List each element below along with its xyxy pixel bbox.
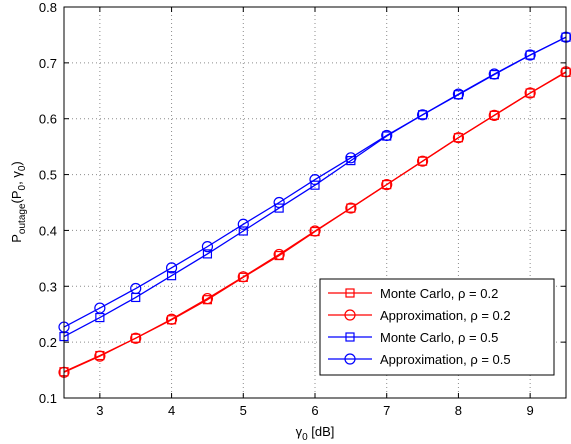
data-point-circle — [130, 332, 142, 344]
data-point-square — [525, 50, 535, 60]
legend-marker-square — [345, 288, 355, 298]
y-tick-label: 0.4 — [39, 223, 57, 238]
data-point-circle — [165, 313, 178, 325]
x-tick-label: 7 — [383, 403, 390, 418]
y-tick-label: 0.1 — [39, 391, 57, 406]
x-axis-label-sub: 0 — [302, 432, 308, 443]
data-point-circle — [416, 109, 429, 121]
x-axis-label-main: γ — [296, 424, 303, 439]
y-label-close: ) — [9, 161, 24, 165]
legend-label: Approximation, ρ = 0.2 — [380, 308, 511, 323]
x-axis-label: γ0 [dB] — [296, 424, 335, 443]
y-tick-label: 0.8 — [39, 0, 57, 15]
axis-layer: 3 4 5 6 7 8 9 0.1 0.2 0.3 0.4 0.5 0.6 0.7 0.8 — [39, 0, 566, 418]
data-point-circle — [524, 49, 536, 61]
data-point-square — [417, 110, 428, 120]
data-point-circle — [381, 179, 393, 191]
series-4 — [58, 31, 571, 333]
y-tick-label: 0.5 — [39, 168, 57, 183]
data-point-square — [202, 249, 213, 259]
data-point-circle — [488, 109, 500, 121]
data-point-circle — [488, 68, 500, 80]
series-2 — [58, 66, 571, 378]
data-point-square — [346, 203, 356, 213]
data-point-circle — [416, 155, 429, 167]
x-tick-label: 5 — [240, 403, 247, 418]
data-point-square — [453, 133, 464, 143]
y-tick-label: 0.6 — [39, 112, 57, 127]
legend-marker-circle — [344, 309, 356, 321]
x-tick-label: 9 — [527, 403, 534, 418]
data-point-circle — [273, 248, 285, 261]
x-tick-label: 8 — [455, 403, 462, 418]
data-point-square — [310, 180, 320, 190]
legend-entry: Monte Carlo, ρ = 0.5 — [328, 330, 498, 345]
legend-marker-circle — [344, 353, 356, 365]
legend-label: Monte Carlo, ρ = 0.2 — [380, 286, 498, 301]
y-label-sub-p0: 0 — [17, 184, 28, 190]
y-label-sub-outage: outage — [17, 203, 28, 234]
data-point-circle — [309, 173, 321, 186]
data-point-square — [131, 333, 141, 343]
data-point-circle — [524, 87, 536, 99]
data-point-circle — [345, 202, 357, 214]
data-point-circle — [201, 292, 214, 305]
data-point-circle — [273, 196, 285, 209]
data-point-circle — [309, 225, 321, 237]
x-tick-label: 3 — [96, 403, 103, 418]
data-point-circle — [345, 152, 357, 164]
data-point-square — [525, 88, 535, 98]
legend-label: Monte Carlo, ρ = 0.5 — [380, 330, 498, 345]
data-point-circle — [452, 88, 465, 100]
data-point-square — [417, 156, 428, 166]
x-axis-label-unit: [dB] — [308, 424, 335, 439]
data-point-circle — [381, 129, 393, 142]
legend-label: Approximation, ρ = 0.5 — [380, 352, 511, 367]
y-tick-label: 0.7 — [39, 56, 57, 71]
data-point-square — [274, 203, 284, 213]
data-point-circle — [452, 132, 465, 144]
legend-marker-square — [345, 332, 355, 342]
data-point-circle — [237, 271, 249, 283]
y-label-comma: , γ — [9, 171, 24, 185]
legend-entry: Monte Carlo, ρ = 0.2 — [328, 286, 498, 301]
data-point-circle — [94, 302, 106, 314]
data-point-circle — [130, 282, 142, 295]
legend-entry: Approximation, ρ = 0.5 — [328, 352, 511, 367]
x-tick-label: 4 — [168, 403, 175, 418]
data-point-square — [166, 271, 177, 281]
data-point-circle — [94, 350, 106, 362]
data-point-square — [489, 110, 499, 120]
y-label-sub-gamma0: 0 — [17, 165, 28, 171]
legend-entry: Approximation, ρ = 0.2 — [328, 308, 511, 323]
data-point-circle — [237, 218, 249, 230]
data-point-circle — [201, 241, 214, 253]
data-point-circle — [165, 262, 178, 274]
y-tick-label: 0.3 — [39, 279, 57, 294]
x-tick-label: 6 — [311, 403, 318, 418]
series-line — [63, 36, 567, 328]
y-label-open: (P — [9, 190, 24, 203]
y-tick-label: 0.2 — [39, 335, 57, 350]
data-point-square — [382, 180, 392, 190]
data-point-square — [238, 226, 248, 236]
legend: Monte Carlo, ρ = 0.2 Approximation, ρ = 0… — [319, 278, 555, 376]
series-layer — [58, 31, 571, 378]
y-axis-label: Poutage(P0, γ0) — [9, 161, 28, 242]
y-label-p: P — [9, 234, 24, 243]
series-line — [63, 71, 567, 373]
